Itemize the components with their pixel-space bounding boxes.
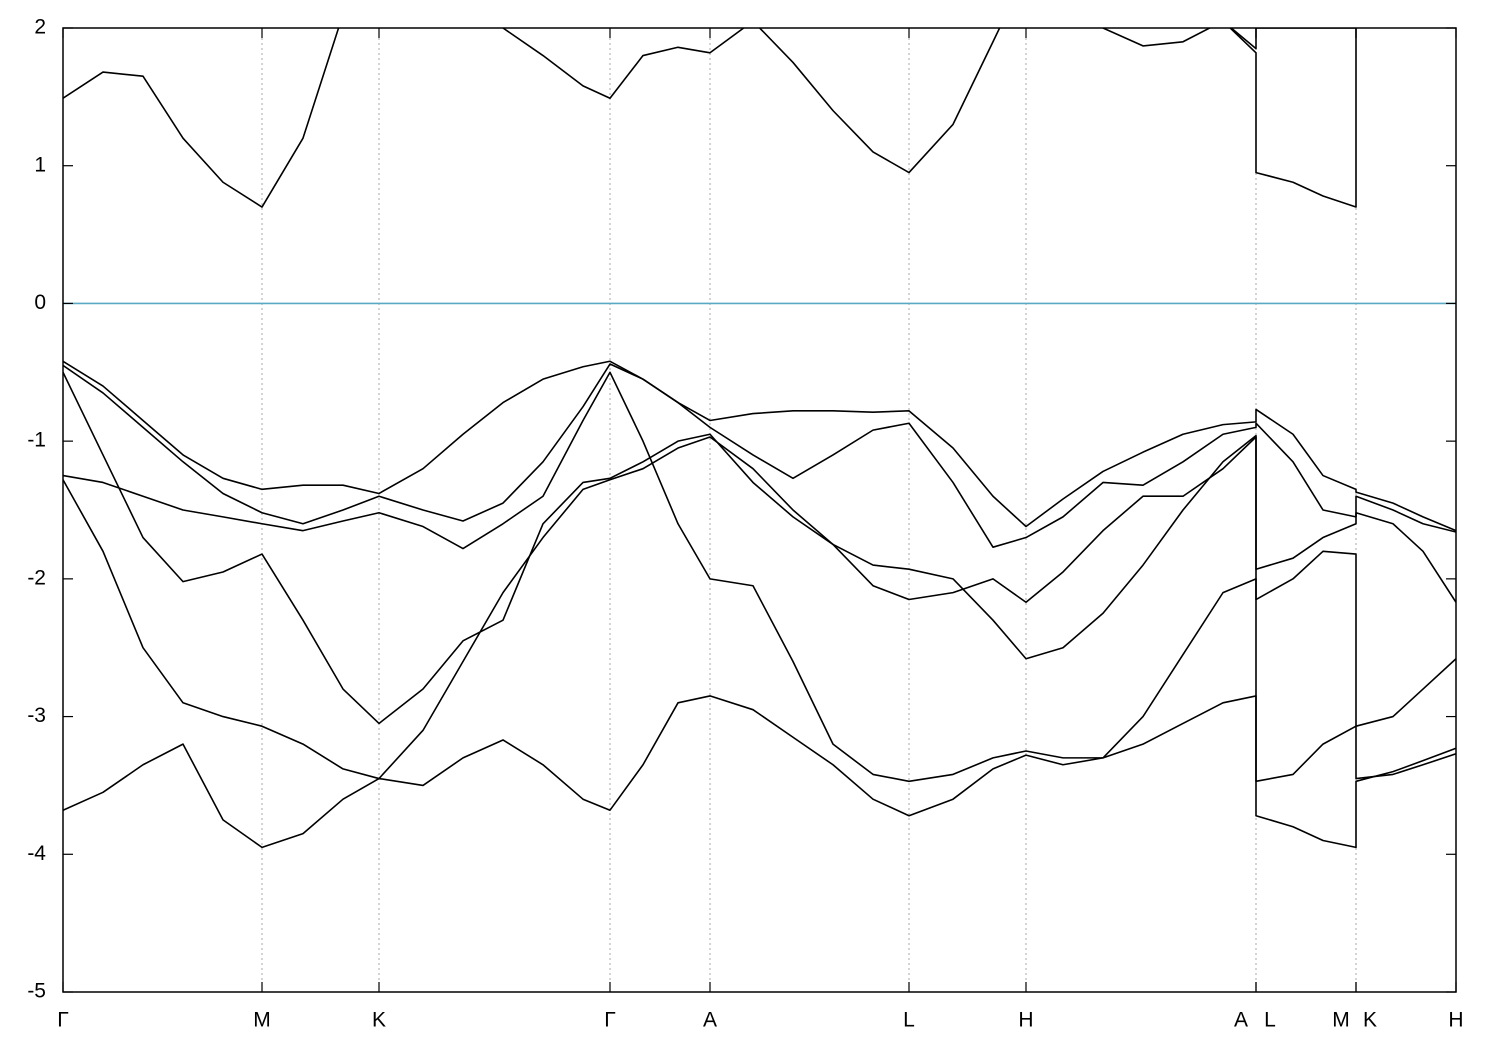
x-tick-label: L (1264, 1009, 1276, 1032)
band-line (63, 695, 1456, 849)
y-tick-label: -4 (27, 842, 46, 865)
x-tick-label: M (253, 1009, 271, 1032)
x-tick-label: L (903, 1009, 915, 1032)
band-line (63, 436, 1456, 780)
band-line (63, 363, 1456, 548)
x-tick-label: Γ (57, 1009, 69, 1032)
x-tick-label: K (1363, 1009, 1377, 1032)
x-tick-label: H (1448, 1009, 1463, 1032)
y-tick-label: -1 (27, 429, 46, 452)
band-line (1101, 28, 1357, 50)
y-tick-label: 1 (34, 153, 46, 176)
x-tick-label: K (372, 1009, 386, 1032)
y-tick-label: 0 (34, 291, 46, 314)
x-tick-label: H (1018, 1009, 1033, 1032)
lines (63, 28, 1456, 849)
plot-frame (62, 27, 1457, 993)
band-line (63, 28, 1357, 208)
band-line (63, 371, 1456, 783)
grid (62, 28, 1457, 992)
x-tick-label: Γ (604, 1009, 616, 1032)
y-tick-label: 2 (34, 16, 46, 39)
x-tick-label: M (1332, 1009, 1350, 1032)
y-tick-label: -3 (27, 704, 46, 727)
y-tick-label: -2 (27, 566, 46, 589)
band-line (63, 371, 1456, 725)
y-tick-label: -5 (27, 980, 46, 1003)
band-line (63, 360, 1456, 532)
x-tick-label: A (703, 1009, 717, 1032)
x-tick-label: A (1234, 1009, 1248, 1032)
